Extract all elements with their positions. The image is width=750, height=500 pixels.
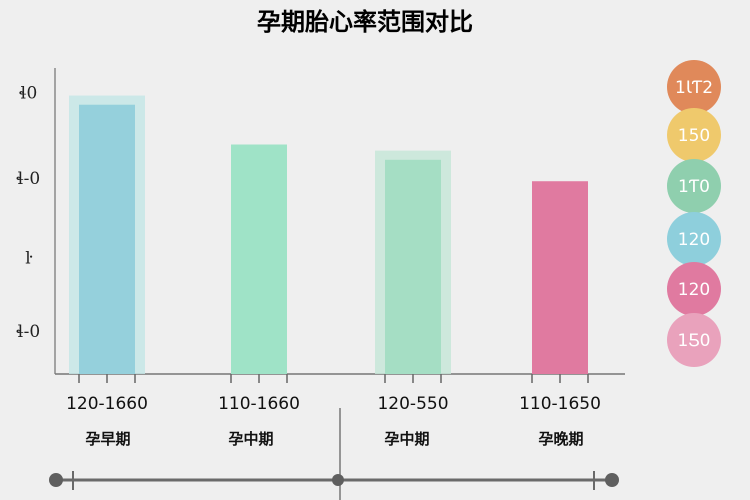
category-label: 孕晚期 [538, 430, 583, 448]
legend-label: 1ƖƬ2 [675, 78, 713, 98]
y-tick-label: ɬ-0 [16, 169, 40, 189]
bars [69, 95, 588, 375]
bar[interactable] [231, 144, 287, 375]
y-tick-label: ɬ0 [19, 83, 38, 103]
bar[interactable] [532, 181, 588, 374]
timeline-handle-middle[interactable] [332, 474, 344, 486]
legend-swatch[interactable] [667, 262, 721, 316]
range-labels: 120-1660 110-1660 120-550 110-1650 [66, 394, 601, 414]
legend-swatch[interactable] [667, 60, 721, 114]
chart-title: 孕期胎心率范围对比 [257, 8, 473, 36]
y-axis-ticks: ɬ0 ɬ-0 ŀ ɬ-0 [16, 83, 40, 342]
legend-swatch[interactable] [667, 212, 721, 266]
x-axis-ticks [78, 374, 589, 383]
range-label: 120-1660 [66, 394, 148, 414]
range-label: 110-1660 [218, 394, 300, 414]
legend-label: 150 [678, 126, 710, 146]
y-tick-label: ɬ-0 [16, 322, 40, 342]
y-tick-label: ŀ [25, 249, 32, 269]
timeline-handle-start[interactable] [49, 473, 63, 487]
legend-label: 120 [678, 230, 710, 250]
bar[interactable] [385, 159, 441, 374]
category-label: 孕中期 [228, 430, 273, 448]
legend: 1ƖƬ2 150 1Ƭ0 120 120 1Ƽ0 [667, 60, 721, 367]
timeline-handle-end[interactable] [605, 473, 619, 487]
bar[interactable] [79, 104, 135, 374]
timeline-slider[interactable] [49, 471, 619, 490]
legend-swatch[interactable] [667, 313, 721, 367]
category-labels: 孕早期 孕中期 孕中期 孕晚期 [85, 430, 583, 448]
legend-label: 1Ƭ0 [678, 177, 710, 197]
legend-swatch[interactable] [667, 108, 721, 162]
legend-label: 120 [678, 280, 710, 300]
range-label: 110-1650 [519, 394, 601, 414]
category-label: 孕早期 [85, 430, 130, 448]
range-label: 120-550 [377, 394, 448, 414]
legend-label: 1Ƽ0 [678, 331, 711, 351]
category-label: 孕中期 [384, 430, 429, 448]
legend-swatch[interactable] [667, 159, 721, 213]
